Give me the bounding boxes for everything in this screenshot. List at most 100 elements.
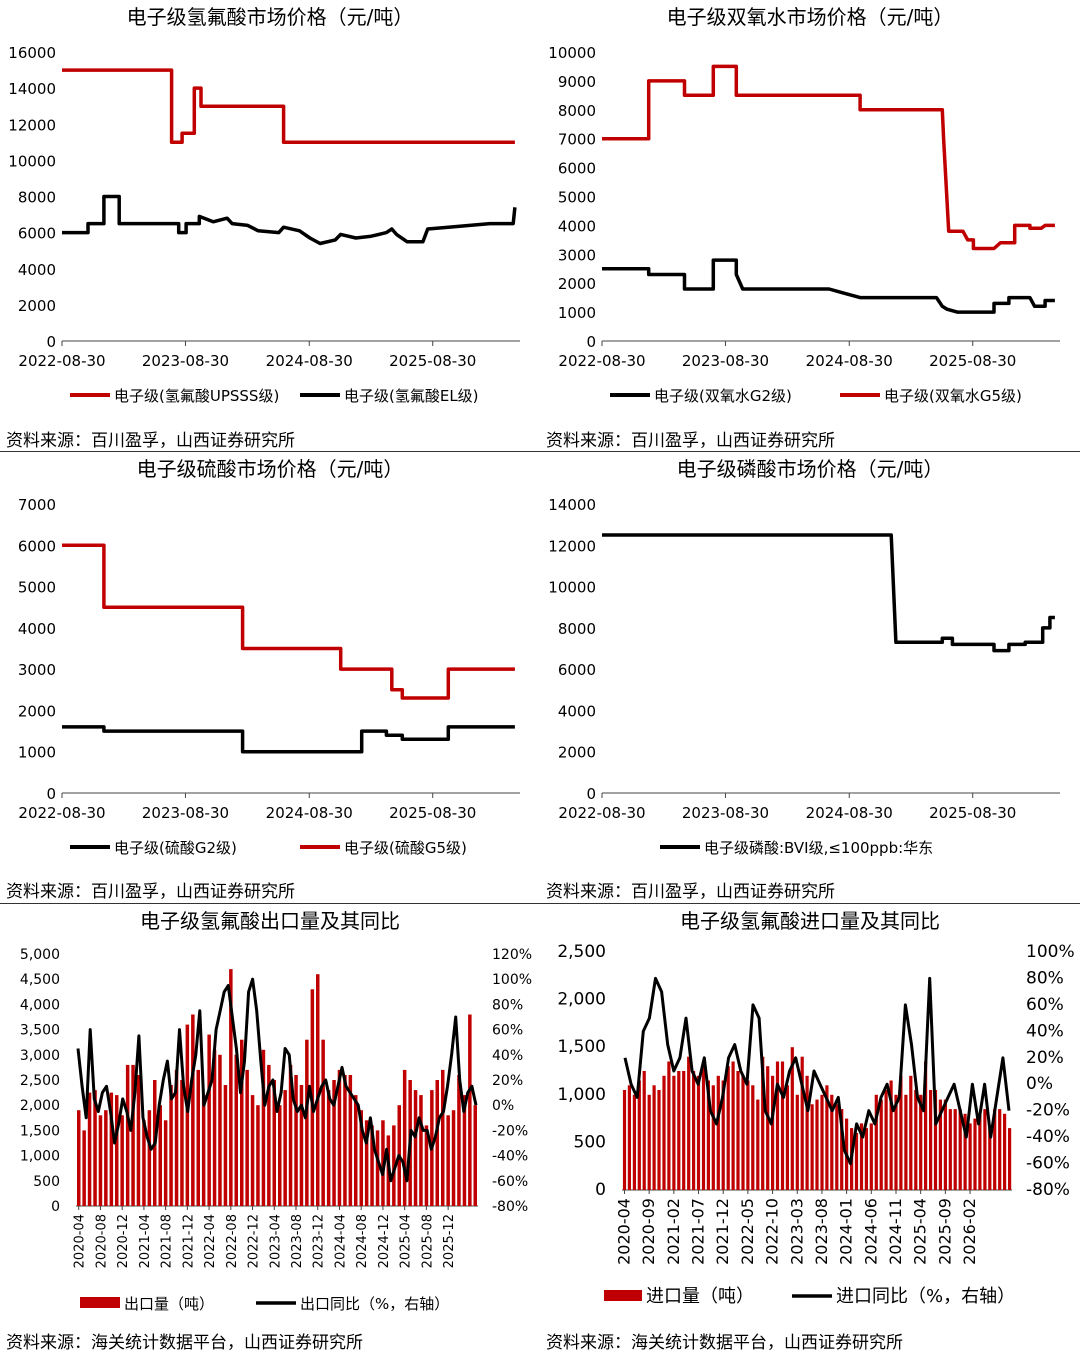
y-tick-label: 6000	[558, 661, 596, 679]
bar	[326, 1090, 331, 1206]
section-divider	[0, 451, 1080, 452]
y-tick-label-left: 3,000	[20, 1048, 60, 1064]
bar	[963, 1113, 967, 1190]
bar	[929, 1090, 933, 1190]
y-tick-label-right: 0%	[1026, 1074, 1053, 1094]
bar	[82, 1130, 86, 1206]
bar	[746, 1080, 750, 1190]
h2so4-price-chart: 电子级硫酸市场价格（元/吨） 0 1000 2000 3000 4000 5000 6000 7…	[18, 457, 520, 857]
chart-panel-h2o2-price: 电子级双氧水市场价格（元/吨） 0 1000 2000 3000 4000 5000 6000…	[540, 0, 1080, 451]
bar	[256, 1105, 260, 1206]
source-note: 资料来源：百川盈孚，山西证券研究所	[546, 882, 835, 902]
y-tick-label: 6000	[18, 225, 56, 243]
bar	[120, 1115, 124, 1206]
bar	[245, 1069, 249, 1206]
y-tick-label: 8000	[558, 620, 596, 638]
y-tick-label-left: 0	[51, 1199, 60, 1215]
y-tick-label: 3000	[18, 661, 56, 679]
x-tick-label: 2021-12	[181, 1214, 196, 1268]
x-tick-label: 2022-12	[247, 1214, 262, 1268]
y-tick-label-right: 40%	[1026, 1021, 1064, 1041]
bar	[859, 1123, 864, 1190]
x-tick-label: 2025-08	[420, 1214, 435, 1268]
bar	[677, 1071, 681, 1190]
bar	[933, 1090, 938, 1190]
x-tick-label: 2025-08-30	[929, 804, 1016, 822]
x-tick-label: 2024-12	[377, 1214, 392, 1268]
bar	[272, 1080, 276, 1206]
x-tick-label: 2021-04	[138, 1214, 153, 1268]
series-line	[62, 68, 515, 145]
bar	[348, 1075, 353, 1206]
bar	[869, 1123, 873, 1190]
bar	[158, 1105, 162, 1206]
bar	[805, 1075, 809, 1190]
bar	[305, 1039, 309, 1206]
x-tick-label: 2025-04	[399, 1214, 414, 1268]
bar	[468, 1014, 472, 1206]
y-tick-label: 4000	[558, 217, 596, 235]
bar	[810, 1104, 814, 1190]
x-tick-label: 2022-05	[738, 1198, 757, 1265]
x-tick-label: 2020-04	[73, 1214, 88, 1268]
y-tick-label: 1000	[558, 304, 596, 322]
bar	[988, 1128, 992, 1190]
bar	[938, 1099, 942, 1190]
y-tick-label-right: -20%	[1026, 1101, 1070, 1121]
bar	[894, 1094, 898, 1190]
y-tick-label-right: -80%	[1026, 1180, 1070, 1200]
legend-label: 进口量（吨）	[646, 1286, 754, 1307]
y-tick-label-left: 500	[574, 1132, 606, 1152]
bar	[682, 1071, 686, 1190]
x-tick-label: 2022-04	[203, 1214, 218, 1268]
y-tick-label: 5000	[18, 579, 56, 597]
bar	[716, 1075, 720, 1190]
bar	[726, 1066, 730, 1190]
bar	[223, 1085, 228, 1206]
x-tick-label: 2024-08	[355, 1214, 370, 1268]
y-tick-label-right: 20%	[492, 1073, 523, 1089]
bar	[207, 1034, 211, 1206]
bar	[288, 1064, 293, 1206]
bar	[820, 1094, 824, 1190]
legend-label: 电子级(双氧水G2级)	[654, 387, 792, 405]
bar	[1008, 1128, 1012, 1190]
y-tick-label: 10000	[548, 579, 596, 597]
bar	[840, 1109, 844, 1190]
chart-title: 电子级磷酸市场价格（元/吨）	[677, 457, 944, 481]
bar	[240, 1039, 244, 1206]
bar	[696, 1075, 701, 1190]
bar	[332, 1080, 336, 1206]
y-tick-label: 0	[586, 785, 596, 803]
bar	[731, 1061, 735, 1190]
bar	[672, 1075, 676, 1190]
bar	[864, 1128, 868, 1190]
x-tick-label: 2023-08	[812, 1198, 831, 1265]
x-tick-label: 2024-04	[333, 1214, 348, 1268]
bar	[142, 1120, 146, 1206]
chart-panel-h3po4-price: 电子级磷酸市场价格（元/吨） 0 2000 4000 6000 8000 10000 1200…	[540, 452, 1080, 902]
bar	[169, 1085, 173, 1206]
bar	[392, 1125, 396, 1206]
y-tick-label: 2000	[18, 297, 56, 315]
bar	[278, 1105, 282, 1206]
y-tick-label: 8000	[558, 102, 596, 120]
bar	[879, 1099, 883, 1190]
bar	[451, 1110, 456, 1206]
y-tick-label: 2000	[558, 275, 596, 293]
x-tick-label: 2023-12	[312, 1214, 327, 1268]
y-tick-label-left: 1,000	[20, 1149, 60, 1165]
y-tick-label: 4000	[558, 702, 596, 720]
y-tick-label: 7000	[558, 131, 596, 149]
bar	[174, 1069, 179, 1206]
y-tick-label-left: 2,000	[20, 1098, 60, 1114]
y-tick-label: 0	[46, 785, 56, 803]
y-tick-label-left: 2,000	[557, 990, 606, 1010]
yoy-line	[76, 977, 478, 1183]
x-tick-label: 2022-10	[763, 1198, 782, 1265]
legend-label: 进口同比（%，右轴）	[836, 1286, 1015, 1307]
x-tick-label: 2025-08-30	[389, 352, 476, 370]
legend-label: 电子级(硫酸G5级)	[344, 839, 467, 857]
y-tick-label: 7000	[18, 496, 56, 514]
chart-title: 电子级双氧水市场价格（元/吨）	[667, 5, 954, 29]
